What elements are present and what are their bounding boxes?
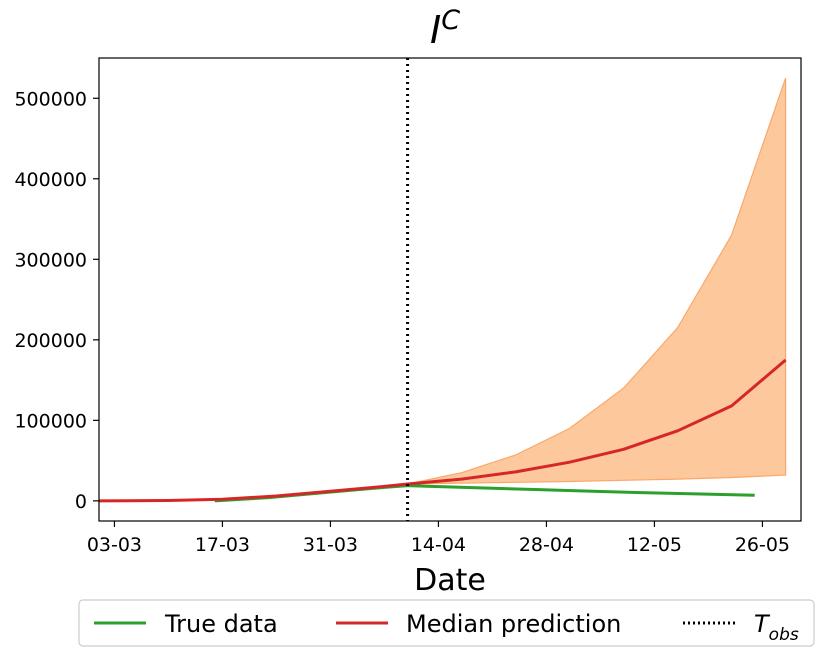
y-tick-label: 0: [75, 491, 87, 513]
series-median-prediction: [98, 358, 787, 503]
chart-title: IC: [430, 5, 460, 52]
legend-label-t-obs-sub: obs: [769, 625, 799, 645]
legend-label-t-obs-base: T: [754, 610, 771, 638]
legend-label-true-data: True data: [164, 610, 278, 638]
legend-frame: [78, 599, 815, 647]
x-tick-label: 17-03: [195, 534, 250, 556]
x-tick-label: 14-04: [411, 534, 466, 556]
chart-title-sup: C: [441, 5, 460, 36]
y-tick-label: 100000: [14, 410, 87, 432]
x-axis-title: Date: [414, 563, 486, 598]
plot-layer: [98, 58, 787, 521]
y-tick-label: 400000: [14, 169, 87, 191]
legend-label-median: Median prediction: [406, 610, 621, 638]
y-axis: 0 100000 200000 300000 400000 500000: [14, 88, 99, 513]
plot-frame: [98, 57, 802, 522]
x-axis: 03-03 17-03 31-03 14-04 28-04 12-05 26-05: [87, 521, 790, 556]
chart-title-base: I: [430, 8, 441, 52]
y-tick-label: 200000: [14, 330, 87, 352]
x-tick-label: 12-05: [627, 534, 682, 556]
x-tick-label: 03-03: [87, 534, 142, 556]
x-tick-label: 31-03: [303, 534, 358, 556]
legend-label-t-obs: Tobs: [754, 610, 799, 645]
legend: True data Median prediction Tobs: [78, 599, 815, 647]
x-tick-label: 28-04: [519, 534, 574, 556]
y-tick-label: 500000: [14, 88, 87, 110]
y-tick-label: 300000: [14, 249, 87, 271]
x-tick-label: 26-05: [735, 534, 790, 556]
prediction-band: [407, 77, 787, 485]
